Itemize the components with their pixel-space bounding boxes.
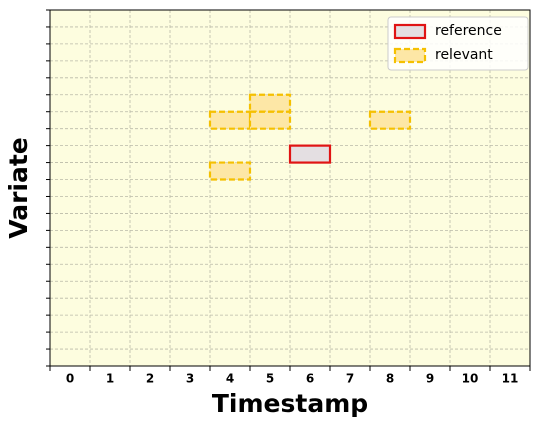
y-axis-label: Variate [4, 137, 33, 239]
x-tick-label: 3 [186, 372, 194, 386]
cell [208, 110, 252, 130]
x-tick-label: 2 [146, 372, 154, 386]
x-tick-label: 9 [426, 372, 434, 386]
x-tick-label: 7 [346, 372, 354, 386]
legend-label: reference [435, 23, 502, 39]
cell [368, 110, 412, 130]
x-tick-label: 0 [66, 372, 74, 386]
cell [288, 144, 332, 164]
x-tick-label: 5 [266, 372, 274, 386]
x-tick-label: 11 [502, 372, 519, 386]
legend-swatch [393, 23, 427, 40]
cell [248, 110, 292, 130]
x-axis-label: Timestamp [212, 389, 368, 418]
legend-label: relevant [435, 47, 493, 63]
legend-swatch [393, 47, 427, 64]
cell [208, 161, 252, 181]
x-tick-label: 10 [462, 372, 479, 386]
cell [248, 93, 292, 113]
x-tick-label: 8 [386, 372, 394, 386]
x-tick-label: 4 [226, 372, 234, 386]
x-tick-label: 6 [306, 372, 314, 386]
plot-frame [49, 9, 531, 367]
x-tick-label: 1 [106, 372, 114, 386]
